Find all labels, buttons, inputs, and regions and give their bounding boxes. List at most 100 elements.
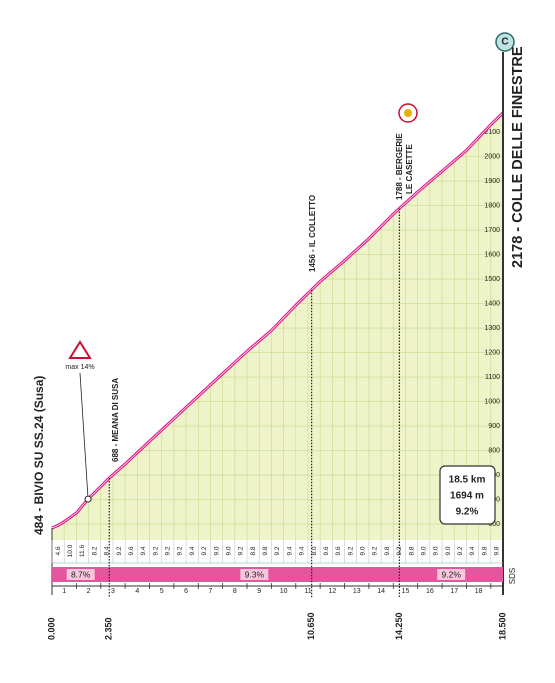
y-tick-label: 800 [488,447,500,454]
x-tick-label: 8 [233,588,237,595]
y-tick-label: 1100 [485,374,500,381]
x-tick-label: 1 [62,588,66,595]
x-tick-label: 3 [111,588,115,595]
y-tick-label: 1800 [484,202,500,209]
y-tick-label: 1900 [484,178,500,185]
max-gradient-label: max 14% [65,364,94,371]
km-mark-label: 14.250 [394,612,404,640]
y-tick-label: 1700 [484,227,500,234]
sector-label-box [437,569,466,580]
summary-line: 18.5 km [449,475,486,486]
x-tick-label: 14 [377,588,385,595]
credit: SDS [508,568,517,584]
max-pointer [79,372,89,500]
waypoint-label: 2178 - COLLE DELLE FINESTRE [510,46,526,268]
gradient-label: 9.4 [469,546,476,555]
y-tick-label: 2100 [484,129,500,136]
finish-icon-label: C [501,37,508,48]
x-tick-label: 13 [353,588,361,595]
y-tick-label: 1500 [484,276,500,283]
y-tick-label: 1600 [484,251,500,258]
gradient-label: 9.8 [494,546,501,555]
x-tick-label: 16 [426,588,434,595]
gradient-label: 9.2 [177,546,184,555]
gradient-label: 9.0 [420,546,427,555]
waypoint-label: LE CASETTE [405,144,414,194]
x-tick-label: 9 [257,588,261,595]
gradient-label: 8.8 [408,546,415,555]
sector-band [52,567,503,582]
y-tick-label: 1300 [484,325,500,332]
summary-line: 1694 m [450,491,484,502]
x-tick-label: 10 [280,588,288,595]
summary-box [439,465,496,525]
max-point [84,495,92,503]
gradient-label: 9.0 [433,546,440,555]
gradient-label: 9.6 [335,546,342,555]
gradient-label: 9.8 [481,546,488,555]
x-tick-label: 15 [402,588,410,595]
gradient-label: 9.2 [457,546,464,555]
summary-line: 9.2% [456,507,479,518]
gradient-label: 9.4 [189,546,196,555]
x-tick-label: 6 [184,588,188,595]
gradient-label: 10.0 [67,544,74,557]
gradient-label: 9.2 [347,546,354,555]
y-tick-label: 2000 [484,153,500,160]
gradient-label: 11.6 [79,545,86,558]
gradient-label: 8.2 [91,546,98,555]
gradient-label: 8.4 [104,546,111,555]
x-tick-label: 11 [304,588,311,595]
y-tick-label: 1000 [484,398,500,405]
gradient-label: 8.8 [250,546,257,555]
gradient-label: 9.2 [201,546,208,555]
waypoint-label: 484 - BIVIO SU SS.24 (Susa) [32,376,46,535]
y-tick-label: 500 [488,521,500,528]
sector-label-box [240,569,269,580]
x-tick-label: 12 [328,588,336,595]
x-tick-label: 4 [135,588,139,595]
y-tick-label: 1200 [484,349,500,356]
x-tick-label: 18 [475,588,483,595]
waypoint-label: 1456 - IL COLLETTO [308,195,317,272]
profile-area [52,112,503,541]
gradient-label: 9.0 [213,546,220,555]
x-tick-label: 17 [450,588,458,595]
waypoint-label: 688 - MEANA DI SUSA [111,378,120,462]
gradient-label: 9.2 [274,546,281,555]
sector-label: 9.3% [245,569,265,579]
km-mark-label: 18.500 [497,612,507,640]
sector-label-box [66,569,95,580]
gradient-label: 9.2 [165,546,172,555]
sector-label: 8.7% [71,569,91,579]
sector-label: 9.2% [442,569,462,579]
gradient-label: 9.2 [372,546,379,555]
gradient-label: 8.0 [311,546,318,555]
gradient-label: 9.4 [299,546,306,555]
x-tick-label: 2 [87,588,91,595]
gradient-label: 9.6 [128,546,135,555]
y-tick-label: 1400 [484,300,500,307]
x-tick-label: 7 [209,588,213,595]
gradient-label: 9.0 [445,546,452,555]
gradient-label: 9.4 [286,546,293,555]
gradient-label: 9.0 [225,546,232,555]
gradient-label: 9.6 [323,546,330,555]
finish-icon [495,32,515,52]
gradient-label: 9.0 [360,546,367,555]
max-icon [68,340,92,359]
gradient-label: 4.6 [55,546,62,555]
y-tick-label: 900 [488,423,500,430]
gradient-label: 9.8 [384,546,391,555]
sponsor-icon-sun [404,109,412,117]
x-tick-label: 5 [160,588,164,595]
km-mark-label: 2.350 [104,617,114,640]
waypoint-label: 1788 - BERGERIE [395,133,404,200]
km-mark-label: 10.650 [306,612,316,640]
gradient-label: 9.4 [140,546,147,555]
gradient-label: 9.2 [116,546,123,555]
km-mark-label: 0.000 [46,617,56,640]
gradient-label: 9.2 [238,546,245,555]
gradient-label: 9.2 [152,546,159,555]
